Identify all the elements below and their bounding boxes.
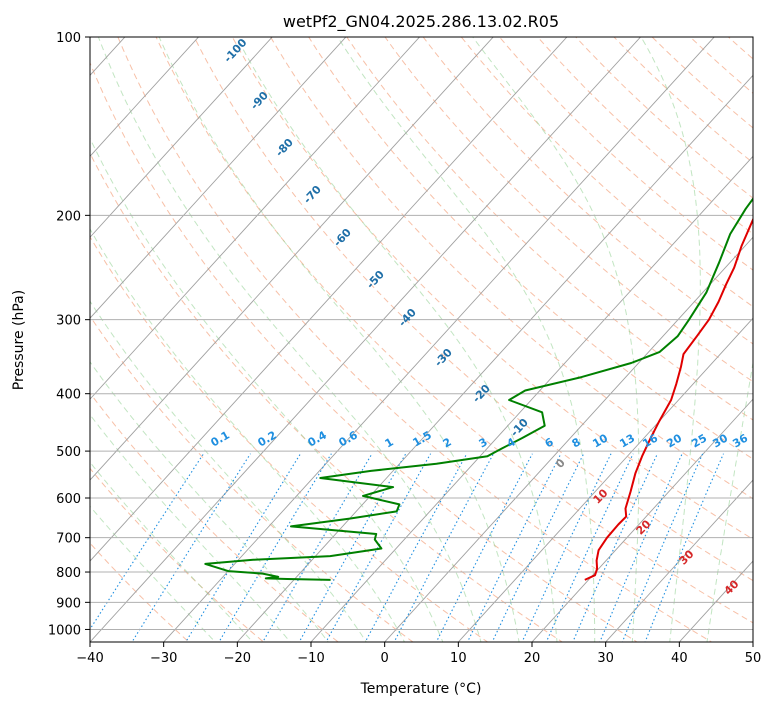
moist-adiabat-line [236,37,558,642]
dry-adiabat-line [269,37,753,500]
dry-adiabat-line [90,315,414,642]
mixing-ratio-line [185,453,301,642]
mixing-ratio-line [491,453,585,642]
x-tick-label: 40 [671,651,688,666]
mixing-ratio-line [466,453,562,642]
dry-adiabat-line [90,152,564,642]
mixing-ratio-line [545,453,634,642]
pressure-grid [90,37,753,630]
isotherm-line [90,37,568,562]
y-tick-label: 600 [56,492,81,507]
y-axis: 100 200 300 400 500 600 700 800 900 1000 [48,31,90,638]
y-tick-label: 1000 [48,623,81,638]
dry-adiabat-line [752,24,775,654]
isotherm-line [310,155,753,642]
moist-adiabat-line [90,361,329,642]
mixing-ratio-line [644,453,725,642]
x-tick-label: 30 [597,651,614,666]
y-tick-label: 400 [56,388,81,403]
isotherm-line [163,37,715,642]
y-tick-label: 700 [56,532,81,547]
x-tick-label: 10 [450,651,467,666]
mixing-ratio-line [521,453,612,642]
mixing-ratio-line [599,453,683,642]
y-tick-label: 200 [56,209,81,224]
mixing-ratio-line [218,453,332,642]
y-tick-label: 900 [56,596,81,611]
temperature-profile-line [584,217,753,581]
isotherm-line [531,398,753,642]
y-tick-label: 500 [56,445,81,460]
x-axis-label: Temperature (°C) [360,681,482,697]
dry-adiabat-line [346,37,753,421]
isotherm-line [90,37,494,481]
dry-adiabat-line [308,37,753,460]
isotherm-line [457,317,753,642]
dry-adiabat-line [422,37,753,345]
isotherm-line [605,479,753,642]
dewpoint-profile-line [204,197,753,581]
x-tick-label: −10 [297,651,324,666]
x-tick-label: 0 [381,651,389,666]
dry-adiabat-line [498,37,753,271]
moist-adiabat-line [472,37,640,642]
dry-adiabat-line [90,61,638,642]
isotherm-line [0,24,63,654]
dry-adiabat-line [193,37,753,582]
mixing-ratio-line [572,453,658,642]
dry-adiabat-line [231,37,753,540]
y-axis-label: Pressure (hPa) [11,290,27,390]
dry-adiabat-line [90,392,339,642]
mixing-ratio-line [364,453,468,642]
dry-adiabat-line [155,37,753,624]
plot-frame [89,36,754,643]
mixing-ratio-line [621,453,704,642]
dry-adiabat-line [90,542,190,642]
x-tick-label: 50 [745,651,762,666]
y-tick-label: 800 [56,566,81,581]
y-tick-label: 100 [56,31,81,46]
isotherm-line [90,37,273,238]
mixing-ratio-line [262,453,373,642]
x-tick-label: 20 [524,651,541,666]
chart-title: wetPf2_GN04.2025.286.13.02.R05 [283,12,559,32]
isotherm-line [90,37,421,400]
x-tick-label: −20 [224,651,251,666]
mixing-ratio-line [435,453,533,642]
mixing-ratio-line [131,453,251,642]
moist-adiabat-line [337,37,596,642]
x-tick-label: −30 [150,651,177,666]
isotherm-line [236,74,753,642]
isotherm-line [90,37,200,157]
moist-adiabat-line [706,360,753,642]
x-tick-label: −40 [76,651,103,666]
moist-adiabat-line [640,37,701,642]
dry-adiabat-line [536,37,753,235]
x-axis: −40 −30 −20 −10 0 10 20 30 40 50 [76,642,761,666]
dry-adiabat-line [575,37,753,199]
isotherm-line [90,37,642,642]
dry-adiabat-line [460,37,753,308]
mixing-ratio-line [393,453,494,642]
isotherm-line [90,37,347,319]
dry-adiabat-line [90,235,489,642]
profiles [204,197,753,581]
dry-adiabat-line [384,37,753,383]
dry-adiabat-line [117,37,713,642]
y-tick-label: 300 [56,314,81,329]
isotherm-line [384,236,753,642]
